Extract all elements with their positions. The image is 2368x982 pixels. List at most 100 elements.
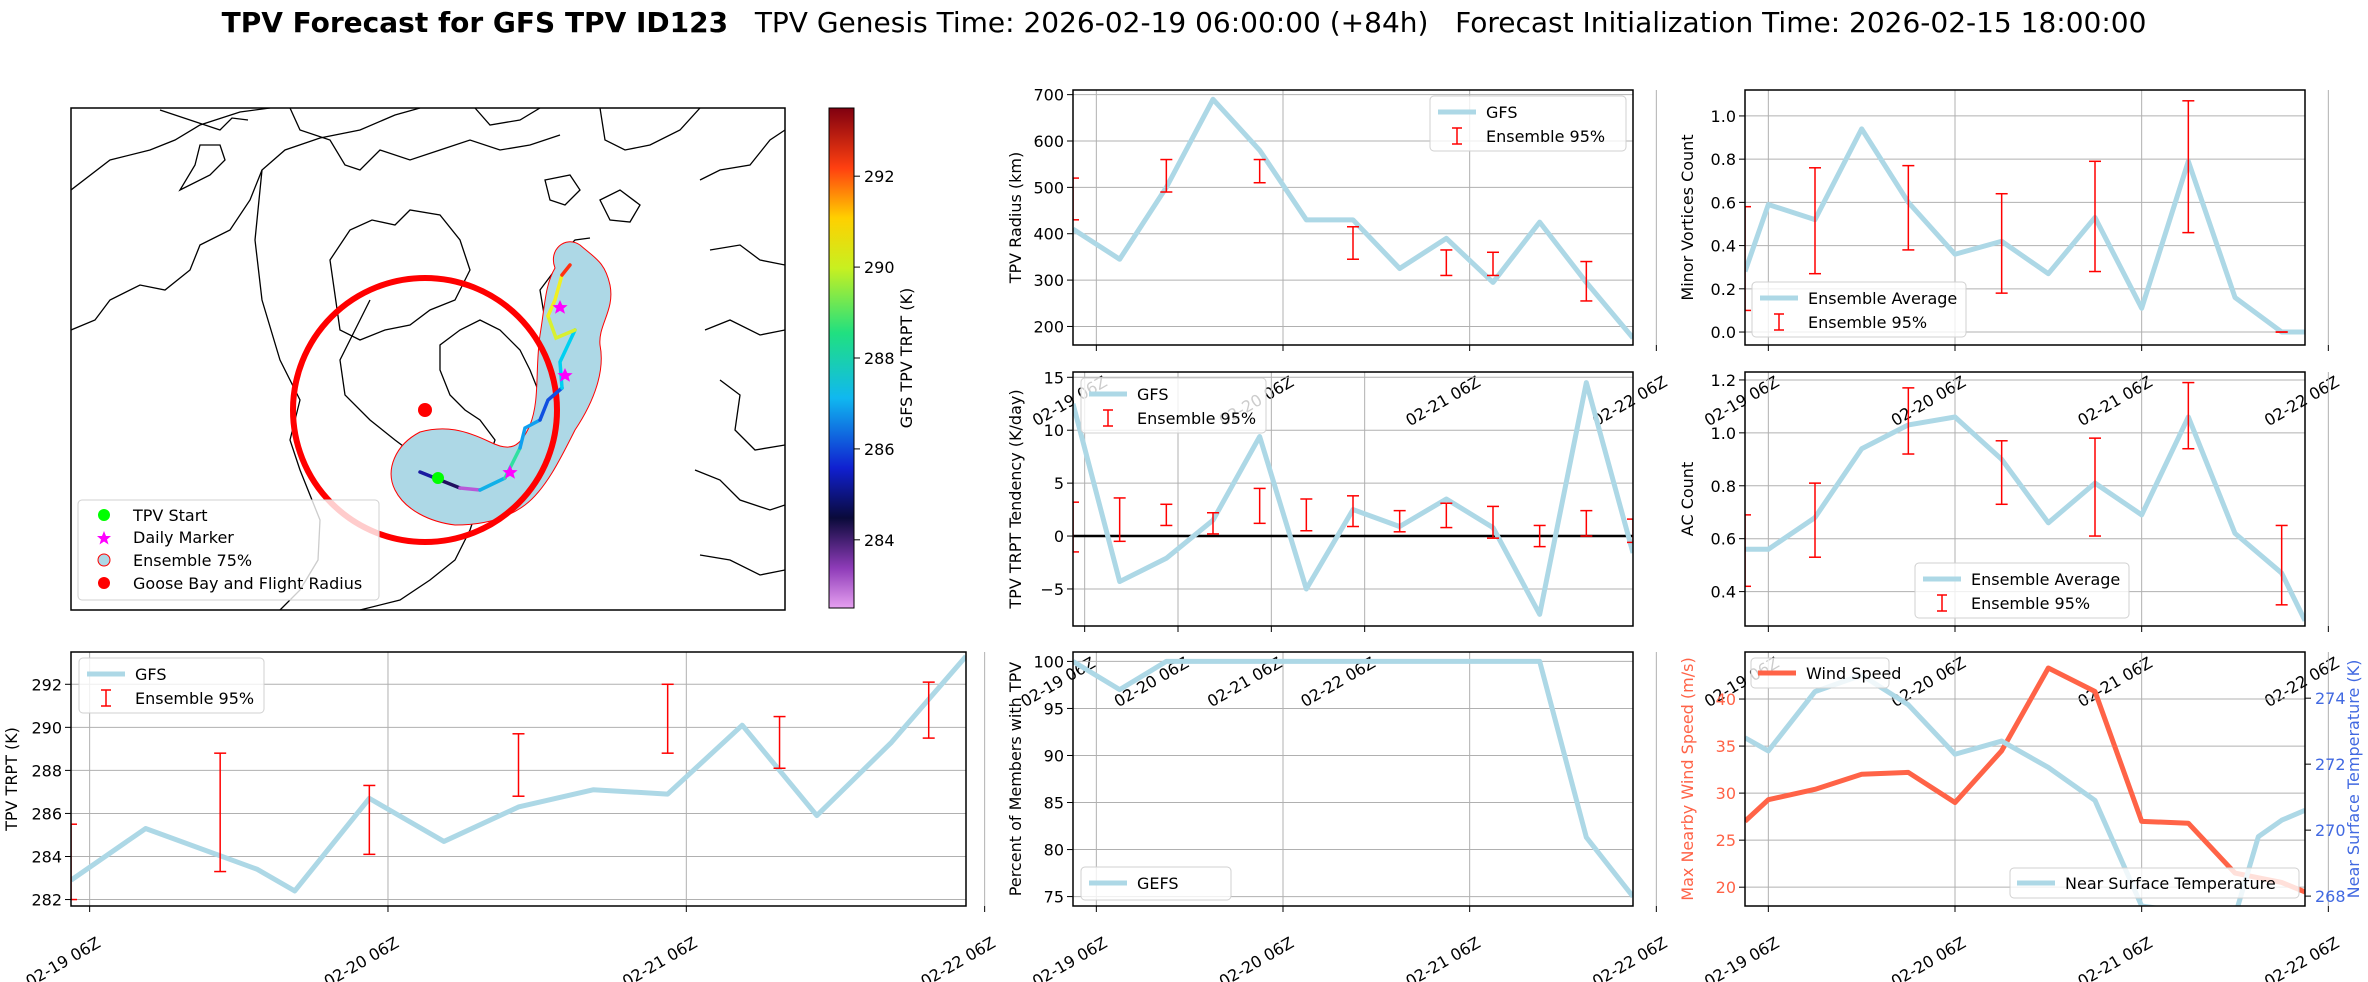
error-bar bbox=[1580, 260, 1593, 302]
error-bar bbox=[1073, 177, 1079, 221]
error-bar bbox=[1902, 164, 1915, 251]
error-bar bbox=[1533, 524, 1546, 548]
error-bar bbox=[1300, 498, 1313, 532]
chart-members: 02-19 06Z 02-20 06Z 02-21 06Z 02-22 06Z 75 80… bbox=[1006, 651, 1670, 982]
error-bar bbox=[773, 715, 786, 769]
coastlines bbox=[71, 108, 785, 610]
y-tick-label: 292 bbox=[31, 675, 62, 694]
y-axis-label: Max Nearby Wind Speed (m/s) bbox=[1678, 657, 1697, 900]
y-tick-label: 1.2 bbox=[1711, 371, 1736, 390]
y-tick-label: 80 bbox=[1044, 841, 1064, 860]
y2-axis-label: Near Surface Temperature (K) bbox=[2344, 660, 2363, 899]
series-line bbox=[1745, 414, 2305, 622]
legend-label: GFS bbox=[1137, 385, 1168, 404]
error-bar bbox=[1113, 497, 1126, 543]
error-bar bbox=[1809, 167, 1821, 275]
map-legend-label: Goose Bay and Flight Radius bbox=[133, 574, 362, 593]
y-tick-label: 35 bbox=[1716, 737, 1736, 756]
colorbar: 284 286 288 290 292 GFS TPV TRPT (K) bbox=[828, 107, 916, 609]
error-bar bbox=[363, 784, 376, 856]
colorbar-tick-label: 288 bbox=[864, 349, 895, 368]
y-tick-label: 286 bbox=[31, 804, 62, 823]
x-tick-label: 02-21 06Z bbox=[2074, 653, 2155, 711]
error-bar bbox=[1207, 512, 1219, 535]
y-axis-label: AC Count bbox=[1678, 462, 1697, 536]
x-tick-label: 02-22 06Z bbox=[1589, 933, 1670, 982]
y-tick-label: 75 bbox=[1044, 888, 1064, 907]
y-tick-label: 0.8 bbox=[1711, 150, 1736, 169]
y-tick-label: 0.4 bbox=[1711, 237, 1736, 256]
error-bar bbox=[2182, 381, 2195, 450]
plot-area bbox=[1073, 658, 1633, 899]
error-bar bbox=[1995, 192, 2008, 294]
title-init: Forecast Initialization Time: 2026-02-15… bbox=[1455, 6, 2147, 39]
legend: Ensemble Average Ensemble 95% bbox=[1751, 281, 1967, 338]
error-bar bbox=[1347, 495, 1359, 528]
y-tick-label: −5 bbox=[1040, 580, 1064, 599]
error-bar bbox=[1580, 509, 1593, 537]
legend: GFS Ensemble 95% bbox=[1429, 95, 1627, 152]
chart-trpt: 02-19 06Z 02-20 06Z 02-21 06Z 02-22 06Z 282 2… bbox=[2, 651, 999, 982]
legend-label: Ensemble Average bbox=[1808, 289, 1957, 308]
legend-box bbox=[2009, 867, 2300, 899]
legend-box bbox=[78, 657, 265, 714]
legend-label: Ensemble 95% bbox=[1971, 594, 2090, 613]
map-legend: TPV Start Daily Marker Ensemble 75% Goos… bbox=[77, 499, 380, 601]
legend: GFS Ensemble 95% bbox=[1080, 377, 1267, 434]
y-axis-label: Percent of Members with TPV bbox=[1006, 662, 1025, 896]
y-tick-label: 288 bbox=[31, 761, 62, 780]
legend-label: GEFS bbox=[1137, 874, 1179, 893]
legend-label: Ensemble Average bbox=[1971, 570, 2120, 589]
y2-tick-label: 270 bbox=[2315, 821, 2346, 840]
y-tick-label: 600 bbox=[1033, 132, 1064, 151]
error-bar bbox=[1902, 387, 1915, 455]
y-tick-label: 100 bbox=[1033, 652, 1064, 671]
y-tick-label: 15 bbox=[1044, 368, 1064, 387]
legend-label: Ensemble 95% bbox=[135, 689, 254, 708]
x-tick-label: 02-20 06Z bbox=[1888, 933, 1969, 982]
legend: Wind Speed bbox=[1750, 657, 1901, 689]
error-bar bbox=[922, 681, 935, 739]
legend-box bbox=[1914, 562, 2130, 619]
y-tick-label: 90 bbox=[1044, 746, 1064, 765]
error-bar bbox=[1160, 158, 1173, 193]
error-bar bbox=[1487, 505, 1499, 539]
x-tick-label: 02-21 06Z bbox=[1402, 372, 1483, 430]
error-bar bbox=[2275, 524, 2288, 606]
x-tick-label: 02-22 06Z bbox=[2261, 372, 2342, 430]
series-line bbox=[1073, 658, 1633, 899]
y-tick-label: 5 bbox=[1054, 474, 1064, 493]
y-tick-label: 85 bbox=[1044, 794, 1064, 813]
figure-title: TPV Forecast for GFS TPV ID123 TPV Genes… bbox=[0, 6, 2368, 39]
y-tick-label: 0.8 bbox=[1711, 477, 1736, 496]
legend: Near Surface Temperature bbox=[2009, 867, 2300, 899]
error-bar bbox=[1745, 514, 1751, 588]
plot-frame bbox=[1744, 371, 2306, 627]
error-bar bbox=[1995, 440, 2008, 506]
goose-bay-marker bbox=[418, 403, 432, 417]
x-tick-label: 02-21 06Z bbox=[2074, 933, 2155, 982]
error-bar bbox=[1253, 158, 1266, 184]
y-tick-label: 1.0 bbox=[1711, 107, 1736, 126]
x-tick-label: 02-21 06Z bbox=[619, 933, 700, 982]
plot-frame bbox=[1072, 371, 1634, 627]
error-bar bbox=[1347, 226, 1359, 260]
colorbar-tick-label: 284 bbox=[864, 531, 895, 550]
plot-frame bbox=[1744, 651, 2306, 907]
title-genesis: TPV Genesis Time: 2026-02-19 06:00:00 (+… bbox=[754, 6, 1429, 39]
y-tick-label: 400 bbox=[1033, 225, 1064, 244]
colorbar-tick-label: 292 bbox=[864, 167, 895, 186]
y-tick-label: 200 bbox=[1033, 317, 1064, 336]
y2-tick-label: 268 bbox=[2315, 887, 2346, 906]
y-tick-label: 10 bbox=[1044, 421, 1064, 440]
legend: Ensemble Average Ensemble 95% bbox=[1914, 562, 2130, 619]
error-bar bbox=[1487, 251, 1499, 277]
chart-wind_temp: 02-19 06Z 02-20 06Z 02-21 06Z 02-22 06Z 20 25… bbox=[1678, 651, 2363, 982]
legend-box bbox=[1080, 866, 1232, 901]
error-bar bbox=[1393, 509, 1406, 533]
flight-radius bbox=[290, 275, 560, 545]
y-tick-label: 0.4 bbox=[1711, 583, 1736, 602]
colorbar-tick-label: 290 bbox=[864, 258, 895, 277]
legend-label: Wind Speed bbox=[1806, 664, 1901, 683]
legend-label: Near Surface Temperature bbox=[2065, 874, 2276, 893]
